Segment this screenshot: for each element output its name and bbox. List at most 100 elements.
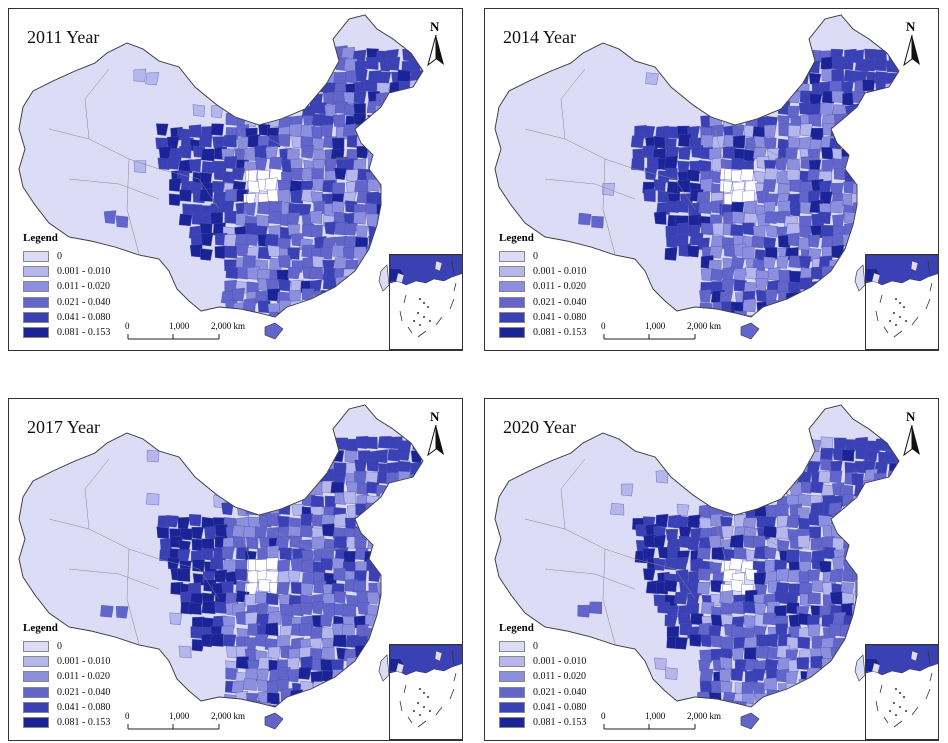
region-cell	[300, 78, 314, 93]
region-cell	[722, 267, 735, 281]
legend-swatch	[499, 717, 525, 729]
region-cell	[900, 571, 912, 583]
region-cell	[343, 691, 357, 704]
region-cell	[852, 525, 865, 539]
region-cell	[817, 211, 831, 225]
region-cell	[287, 314, 302, 317]
region-cell	[844, 636, 858, 651]
region-cell	[398, 569, 412, 583]
region-cell	[800, 201, 813, 215]
region-cell	[665, 167, 678, 181]
region-cell	[399, 523, 412, 538]
legend-swatch	[499, 311, 525, 323]
region-cell	[830, 660, 845, 674]
region-cell	[885, 569, 898, 583]
region-cell	[343, 550, 356, 564]
region-cell	[409, 538, 423, 552]
region-cell	[256, 669, 269, 682]
region-cell	[421, 123, 423, 137]
region-cell	[347, 670, 360, 683]
region-cell	[355, 225, 368, 238]
region-cell	[333, 536, 347, 549]
region-cell	[343, 91, 356, 105]
region-cell	[829, 568, 844, 583]
region-cell	[300, 582, 314, 596]
region-cell	[655, 513, 669, 528]
region-cell	[708, 535, 722, 549]
region-cell	[235, 656, 250, 670]
region-cell	[733, 636, 746, 650]
region-cell	[885, 124, 898, 137]
legend-label: 0.041 - 0.080	[57, 701, 111, 713]
region-cell	[376, 138, 390, 151]
region-cell	[201, 148, 215, 162]
boundary-line	[158, 168, 220, 210]
region-cell	[192, 559, 205, 572]
region-cell	[643, 568, 656, 581]
region-cell	[664, 155, 678, 170]
region-cell	[898, 481, 899, 495]
region-cell	[764, 124, 777, 138]
region-cell	[645, 580, 660, 595]
region-cell	[366, 458, 379, 472]
region-cell	[577, 604, 591, 618]
region-cell	[409, 106, 423, 119]
scale-label-1000: 1,000	[169, 321, 190, 331]
region-cell	[710, 635, 723, 648]
legend-swatch	[499, 686, 525, 698]
region-cell	[700, 222, 714, 236]
region-cell	[851, 627, 864, 641]
legend-swatch	[499, 327, 525, 339]
region-cell	[389, 547, 402, 560]
boundary-line	[238, 128, 250, 220]
region-cell	[887, 189, 899, 203]
region-cell	[379, 492, 393, 506]
region-cell	[841, 514, 854, 529]
region-cell	[776, 448, 791, 461]
region-cell	[353, 300, 366, 314]
region-cell	[191, 526, 204, 540]
region-cell	[334, 221, 348, 236]
region-cell	[225, 266, 239, 279]
region-cell	[311, 80, 325, 93]
region-cell	[301, 304, 314, 317]
region-cell	[412, 182, 423, 195]
region-cell	[785, 682, 799, 696]
region-cell	[776, 694, 789, 707]
region-cell	[400, 560, 414, 574]
region-cell	[375, 192, 389, 205]
region-cell	[785, 438, 799, 453]
region-cell	[376, 527, 390, 540]
region-cell	[808, 290, 821, 304]
region-cell	[377, 116, 392, 130]
region-cell	[423, 238, 435, 250]
island	[854, 654, 866, 682]
region-cell	[722, 495, 736, 509]
scale-label-0: 0	[601, 321, 606, 331]
region-cell	[278, 278, 291, 292]
region-cell	[844, 700, 857, 707]
legend-label: 0.041 - 0.080	[57, 311, 111, 323]
region-cell	[842, 678, 857, 692]
region-cell	[697, 568, 711, 581]
legend-label: 0.081 - 0.153	[533, 717, 587, 729]
china-border	[18, 14, 424, 318]
region-cell	[875, 584, 889, 597]
region-cell	[352, 288, 366, 302]
region-cell	[674, 556, 689, 571]
region-cell	[686, 169, 700, 182]
boundary-line	[544, 178, 636, 200]
region-cell	[309, 300, 323, 313]
region-cell	[797, 48, 810, 61]
region-cell	[829, 302, 843, 315]
legend-label: 0.011 - 0.020	[533, 671, 586, 683]
region-cell	[591, 215, 604, 229]
region-cell	[343, 491, 356, 505]
region-cell	[201, 600, 216, 615]
region-cell	[851, 503, 864, 517]
region-cell	[116, 606, 129, 619]
region-cell	[100, 605, 114, 618]
boundary-line	[48, 128, 160, 170]
region-cell	[103, 210, 117, 224]
region-cell	[830, 591, 843, 605]
